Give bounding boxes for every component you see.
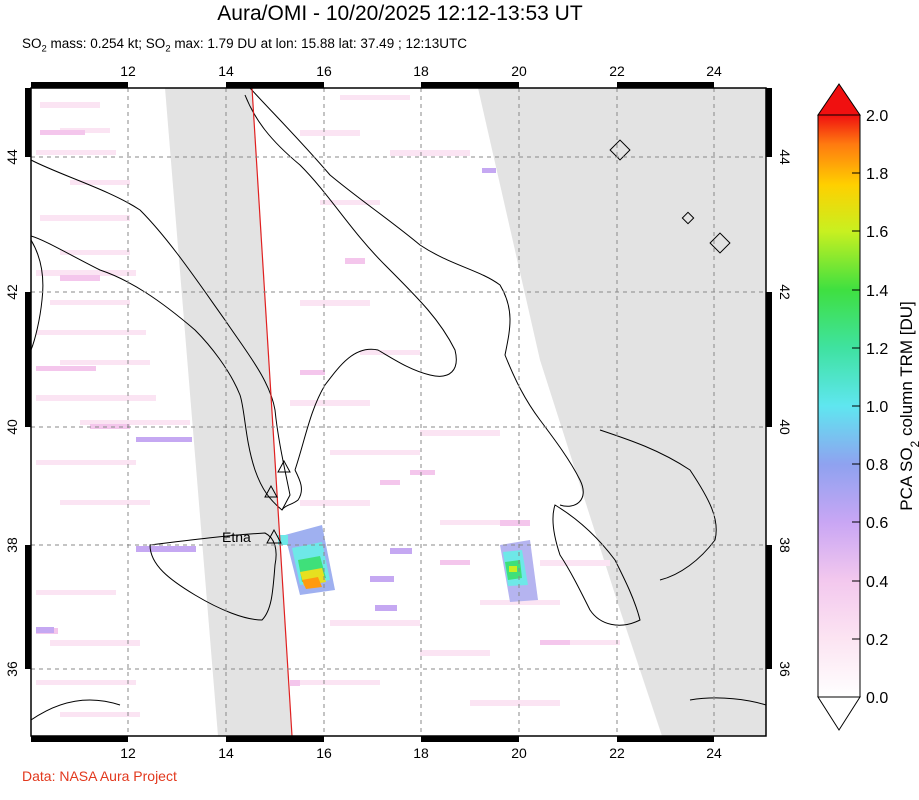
lon-tick: 12 (120, 63, 136, 79)
lon-tick: 22 (609, 63, 625, 79)
colorbar-tick: 0.4 (866, 574, 888, 591)
colorbar-tick: 1.2 (866, 341, 888, 358)
lat-tick: 40 (4, 419, 20, 435)
so2-plume-ionian (500, 540, 538, 602)
lat-ticks-left: 36 38 40 42 44 (4, 149, 20, 677)
lon-tick: 12 (120, 745, 136, 761)
colorbar-tick: 0.6 (866, 515, 888, 532)
lon-tick: 20 (511, 745, 527, 761)
lat-tick: 42 (777, 284, 793, 300)
lon-tick: 16 (316, 745, 332, 761)
volcano-marker-icon (277, 459, 291, 473)
lat-tick: 44 (777, 149, 793, 165)
colorbar-tick: 2.0 (866, 108, 888, 125)
map-title: Aura/OMI - 10/20/2025 12:12-13:53 UT (217, 2, 583, 25)
lon-tick: 22 (609, 745, 625, 761)
lat-ticks-right: 36 38 40 42 44 (777, 149, 793, 677)
gridlines (31, 88, 766, 736)
so2-plume-etna (278, 525, 335, 595)
lon-tick: 24 (706, 63, 722, 79)
colorbar-tick: 0.0 (866, 690, 888, 707)
colorbar-tick: 0.8 (866, 457, 888, 474)
map-panel (31, 88, 766, 736)
lon-tick: 14 (218, 63, 234, 79)
swath-gap-east (478, 88, 766, 736)
lat-tick: 42 (4, 284, 20, 300)
colorbar-tick: 1.0 (866, 399, 888, 416)
lat-tick: 40 (777, 419, 793, 435)
lon-ticks-top: 12 14 16 18 20 22 24 (120, 63, 722, 79)
etna-marker-icon (266, 528, 282, 544)
volcano-marker-icon (264, 484, 278, 498)
so2-summary: SO2 mass: 0.254 kt; SO2 max: 1.79 DU at … (22, 36, 467, 55)
lat-tick: 44 (4, 149, 20, 165)
colorbar-tick: 1.4 (866, 283, 888, 300)
colorbar-tick: 1.6 (866, 224, 888, 241)
data-credit: Data: NASA Aura Project (22, 768, 177, 784)
volcano-label: Etna (222, 529, 251, 545)
colorbar-max-arrow (817, 83, 861, 116)
coastlines (31, 88, 766, 721)
lon-tick: 18 (413, 63, 429, 79)
lon-tick: 16 (316, 63, 332, 79)
lon-tick: 18 (413, 745, 429, 761)
colorbar-tick: 1.8 (866, 166, 888, 183)
lat-tick: 38 (777, 537, 793, 553)
lon-ticks-bottom: 12 14 16 18 20 22 24 (120, 745, 722, 761)
lat-tick: 38 (4, 537, 20, 553)
swath-gap-west (165, 88, 292, 736)
lat-tick: 36 (777, 661, 793, 677)
map-frame-ticks (25, 82, 772, 742)
lon-tick: 24 (706, 745, 722, 761)
volcano-markers (264, 459, 291, 544)
lon-tick: 20 (511, 63, 527, 79)
colorbar-ticks: 0.0 0.2 0.4 0.6 0.8 1.0 1.2 1.4 1.6 1.8 … (866, 108, 888, 707)
colorbar-tick: 0.2 (866, 632, 888, 649)
lon-tick: 14 (218, 745, 234, 761)
colorbar-min-arrow (817, 696, 861, 731)
lat-tick: 36 (4, 661, 20, 677)
swath-edge-line (251, 88, 293, 736)
colorbar-label: PCA SO2 column TRM [DU] (897, 301, 919, 511)
so2-medium-pixels (36, 168, 496, 633)
colorbar: 0.0 0.2 0.4 0.6 0.8 1.0 1.2 1.4 1.6 1.8 … (817, 83, 919, 731)
